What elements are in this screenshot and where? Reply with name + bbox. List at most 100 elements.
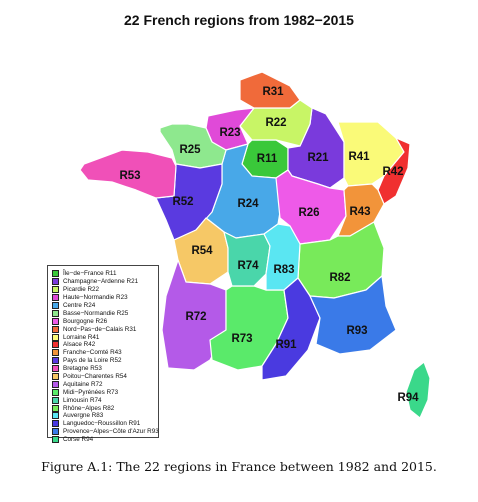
region-r74 [223,231,271,287]
region-label-r23: R23 [219,127,240,139]
legend-swatch [52,317,59,325]
legend-swatch [52,333,59,341]
legend-swatch [52,309,59,317]
legend-swatch [52,396,59,404]
map-legend: Île−de−France R11 Champagne−Ardenne R21 Pi… [47,265,159,444]
region-label-r24: R24 [237,198,259,210]
legend-item: Provence−Alpes−Côte d'Azur R93 [52,428,159,436]
region-label-r31: R31 [262,86,284,98]
legend-label: Aquitaine R72 [63,380,103,388]
legend-swatch [52,294,59,302]
region-label-r52: R52 [172,196,193,208]
region-r31 [239,71,301,109]
legend-label: Basse−Normandie R25 [63,309,129,317]
region-label-r54: R54 [191,245,213,257]
legend-swatch [52,341,59,349]
region-label-r42: R42 [382,166,403,178]
region-label-r73: R73 [231,333,252,345]
region-label-r74: R74 [237,260,259,272]
region-r41 [337,121,405,187]
legend-swatch [52,436,59,444]
region-label-r53: R53 [119,170,140,182]
legend-swatch [52,404,59,412]
region-r94 [405,361,431,419]
legend-swatch [52,388,59,396]
legend-label: Bourgogne R26 [63,317,108,325]
region-label-r82: R82 [329,272,350,284]
legend-item: Rhône−Alpes R82 [52,404,158,412]
legend-swatch [52,349,59,357]
legend-item: Auvergne R83 [52,412,158,420]
legend-item: Midi−Pyrénées R73 [52,388,158,396]
legend-item: Franche−Comté R43 [52,349,158,357]
legend-label: Champagne−Ardenne R21 [63,278,139,286]
legend-label: Limousin R74 [63,396,102,404]
region-label-r94: R94 [397,392,419,404]
region-label-r43: R43 [349,206,370,218]
region-r93 [309,275,397,355]
region-label-r21: R21 [307,152,329,164]
region-label-r72: R72 [185,311,206,323]
legend-item: Champagne−Ardenne R21 [52,278,158,286]
legend-swatch [52,270,59,278]
legend-item: Alsace R42 [52,341,158,349]
legend-swatch [52,373,59,381]
region-label-r93: R93 [346,325,367,337]
region-label-r26: R26 [298,207,319,219]
region-r25 [159,123,227,169]
region-label-r11: R11 [257,153,278,165]
legend-item: Picardie R22 [52,286,158,294]
legend-label: Picardie R22 [63,286,100,294]
legend-item: Bretagne R53 [52,365,158,373]
legend-item: Centre R24 [52,302,158,310]
region-r91 [261,277,321,381]
map-title: 22 French regions from 1982−2015 [124,12,354,28]
legend-item: Languedoc−Roussillon R91 [52,420,158,428]
legend-swatch [52,420,59,428]
legend-label: Rhône−Alpes R82 [63,404,115,412]
legend-label: Midi−Pyrénées R73 [63,388,119,396]
legend-swatch [52,365,59,373]
legend-item: Pays de la Loire R52 [52,357,158,365]
legend-item: Nord−Pas−de−Calais R31 [52,325,158,333]
legend-label: Centre R24 [63,302,96,309]
region-r52 [155,163,223,241]
region-r83 [263,223,301,291]
legend-label: Provence−Alpes−Côte d'Azur R93 [63,428,159,436]
region-label-r41: R41 [348,151,370,163]
legend-item: Corse R94 [52,436,158,444]
legend-swatch [52,286,59,294]
legend-swatch [52,325,59,333]
region-label-r25: R25 [179,144,201,156]
region-r53 [79,149,177,199]
legend-label: Nord−Pas−de−Calais R31 [63,325,137,333]
legend-label: Haute−Normandie R23 [63,294,128,302]
legend-label: Île−de−France R11 [63,270,117,278]
legend-item: Île−de−France R11 [52,270,158,278]
legend-item: Haute−Normandie R23 [52,294,158,302]
region-label-r83: R83 [273,264,294,276]
legend-item: Lorraine R41 [52,333,158,341]
legend-swatch [52,302,59,309]
legend-swatch [52,278,59,286]
legend-label: Auvergne R83 [63,412,104,420]
region-label-r22: R22 [265,117,286,129]
legend-label: Poitou−Charentes R54 [63,373,127,381]
figure-caption: Figure A.1: The 22 regions in France bet… [41,459,437,474]
legend-label: Pays de la Loire R52 [63,357,122,365]
legend-label: Franche−Comté R43 [63,349,122,357]
legend-swatch [52,380,59,388]
legend-swatch [52,412,59,420]
legend-swatch [52,357,59,365]
region-r43 [337,183,385,237]
region-label-r91: R91 [275,339,297,351]
legend-item: Basse−Normandie R25 [52,309,158,317]
legend-label: Bretagne R53 [63,365,102,373]
legend-swatch [52,428,59,436]
legend-label: Lorraine R41 [63,333,100,341]
legend-item: Poitou−Charentes R54 [52,373,158,381]
legend-label: Alsace R42 [63,341,96,349]
legend-label: Corse R94 [63,436,94,444]
